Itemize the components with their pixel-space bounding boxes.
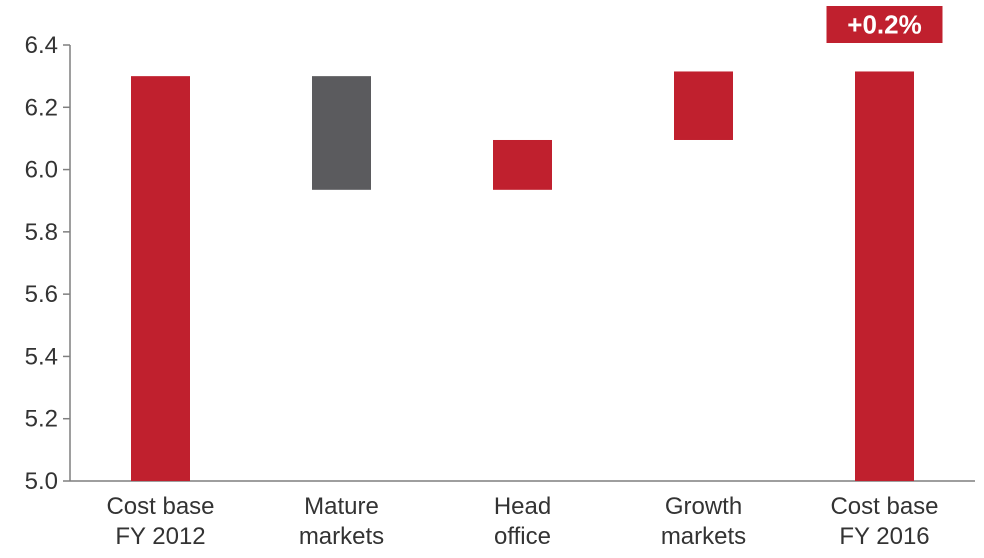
x-tick-label-line: markets <box>661 523 746 550</box>
x-tick-label-line: markets <box>299 523 384 550</box>
x-tick-label-line: Cost base <box>106 493 214 520</box>
x-tick-label-line: Cost base <box>830 493 938 520</box>
annotation-badge <box>826 6 943 43</box>
y-tick-label: 5.2 <box>25 406 58 433</box>
x-axis: Cost base FY 2012 Mature markets Head office G… <box>70 480 975 550</box>
x-tick-label: Head office <box>494 493 551 550</box>
y-tick-label: 5.8 <box>25 219 58 246</box>
y-tick-label: 6.0 <box>25 157 58 184</box>
y-tick-label: 5.6 <box>25 281 58 308</box>
annotation-label: +0.2% <box>847 10 921 40</box>
y-tick-label: 5.4 <box>25 343 58 370</box>
x-tick-label-line: office <box>494 523 551 550</box>
x-tick-label-line: Mature <box>304 493 379 520</box>
x-tick-label-line: Head <box>494 493 551 520</box>
bars <box>131 71 914 482</box>
x-tick-label-line: FY 2016 <box>839 523 929 550</box>
bar-increase <box>493 139 552 190</box>
y-axis: 5.0 5.2 5.4 5.6 5.8 6.0 6.2 6.4 <box>25 32 71 495</box>
x-tick-label-line: Growth <box>665 493 742 520</box>
bar-total <box>131 76 190 482</box>
x-tick-label: Mature markets <box>299 493 384 550</box>
bar-total <box>855 71 914 481</box>
x-tick-label: Cost base FY 2012 <box>106 493 214 550</box>
y-tick-label: 5.0 <box>25 468 58 495</box>
x-tick-label: Cost base FY 2016 <box>830 493 938 550</box>
x-tick-label: Growth markets <box>661 493 746 550</box>
annotation: +0.2% <box>826 6 943 43</box>
bar-decrease <box>312 76 371 190</box>
y-tick-label: 6.2 <box>25 94 58 121</box>
x-tick-label-line: FY 2012 <box>115 523 205 550</box>
y-tick-label: 6.4 <box>25 32 58 59</box>
bar-increase <box>674 71 733 140</box>
